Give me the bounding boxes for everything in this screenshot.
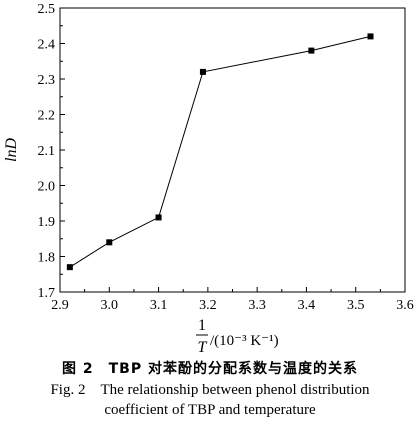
x-tick-label: 3.4: [298, 298, 316, 313]
y-tick-labels: 1.7 1.8 1.9 2.0 2.1 2.2 2.3 2.4 2.5: [38, 2, 56, 301]
figure-caption-chinese: 图 2 TBP 对苯酚的分配系数与温度的关系: [62, 361, 358, 377]
y-axis-label: lnD: [3, 138, 20, 162]
axis-ticks: [59, 7, 406, 293]
data-markers: [66, 33, 374, 271]
x-tick-label: 3.5: [347, 298, 365, 313]
figure-caption-english-line1: Fig. 2 The relationship between phenol d…: [50, 382, 370, 398]
x-tick-labels: 2.9 3.0 3.1 3.2 3.3 3.4 3.5 3.6: [51, 298, 414, 313]
y-tick-label: 1.7: [38, 286, 56, 301]
figure-caption-english-line2: coefficient of TBP and temperature: [104, 402, 316, 418]
y-tick-label: 2.1: [38, 144, 56, 159]
series-line: [69, 35, 371, 268]
x-tick-label: 3.6: [396, 298, 414, 313]
x-tick-label: 3.2: [199, 298, 217, 313]
data-point-marker: [308, 47, 315, 54]
x-tick-label: 3.0: [101, 298, 119, 313]
y-tick-label: 2.0: [38, 180, 56, 195]
data-point-marker: [367, 33, 374, 40]
x-tick-label: 3.1: [150, 298, 168, 313]
x-axis-label-denominator: T: [198, 339, 208, 356]
y-tick-label: 1.8: [38, 251, 56, 266]
y-tick-label: 2.4: [38, 38, 56, 53]
line-chart: 1.7 1.8 1.9 2.0 2.1 2.2 2.3 2.4 2.5 2.9 3.0 3.1 3.2…: [3, 2, 414, 356]
plot-frame: [59, 7, 406, 293]
x-axis-label-unit: /(10⁻³ K⁻¹): [210, 333, 279, 349]
y-tick-label: 2.5: [38, 2, 56, 17]
y-tick-label: 2.3: [38, 73, 56, 88]
x-tick-label: 3.3: [248, 298, 266, 313]
y-tick-label: 2.2: [38, 109, 56, 124]
data-point-marker: [199, 68, 206, 75]
data-point-marker: [66, 264, 73, 271]
x-axis-label-numerator: 1: [198, 317, 206, 334]
x-tick-label: 2.9: [51, 298, 69, 313]
x-axis-label: 1 T /(10⁻³ K⁻¹): [196, 317, 279, 356]
y-tick-label: 1.9: [38, 215, 56, 230]
data-point-marker: [106, 239, 113, 246]
data-point-marker: [155, 214, 162, 221]
